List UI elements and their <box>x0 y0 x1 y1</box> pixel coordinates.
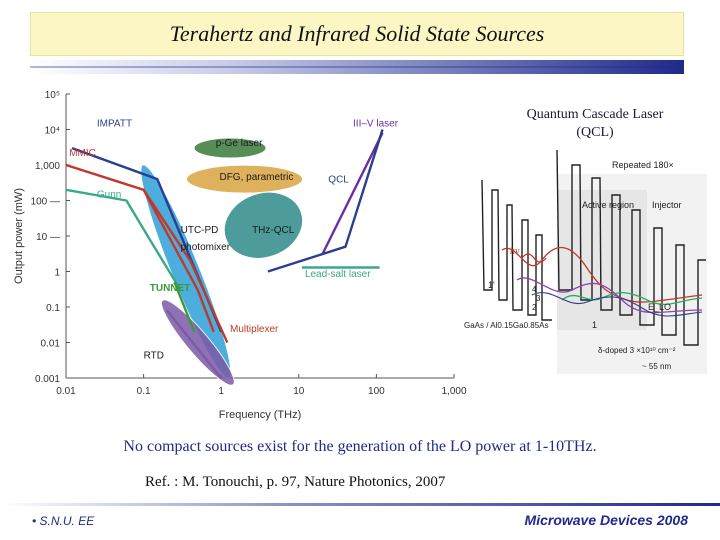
y-tick-label: 10⁴ <box>45 126 60 137</box>
annotation-qcl: QCL <box>328 175 349 186</box>
qcl-title-line2: (QCL) <box>576 125 614 140</box>
x-tick-label: 1 <box>218 386 224 397</box>
series-gunn <box>65 188 182 291</box>
series-qcl <box>267 129 384 273</box>
annotation-utc-pd: UTC-PD <box>181 225 219 236</box>
footer-rule <box>0 503 720 506</box>
label-elo: E_LO <box>648 302 671 312</box>
qcl-title: Quantum Cascade Laser (QCL) <box>495 106 695 142</box>
x-tick-label: 100 <box>368 386 385 397</box>
conduction-band-right <box>556 150 706 346</box>
series-multiplexer <box>142 189 229 343</box>
annotation-iii-v-laser: III–V laser <box>353 119 399 130</box>
series-iii-v-laser <box>321 132 384 256</box>
wavefunction-blue <box>531 292 703 317</box>
x-tick-label: 1,000 <box>441 386 466 397</box>
annotation-rtd: RTD <box>144 351 164 362</box>
label-hv: hν <box>510 246 520 257</box>
title-underline <box>30 60 684 74</box>
annotation-impatt: IMPATT <box>97 119 132 130</box>
label-repeated: Repeated 180× <box>612 160 674 170</box>
conclusion-text: No compact sources exist for the generat… <box>123 438 597 455</box>
region-thz-qcl <box>223 191 304 259</box>
label-level-1p: 1' <box>488 280 495 290</box>
y-tick-label: 0.1 <box>46 303 60 314</box>
x-tick-label: 0.1 <box>137 386 151 397</box>
annotation-thz-qcl: THz-QCL <box>252 225 295 236</box>
annotation-dfg-parametric: DFG, parametric <box>219 172 293 183</box>
label-level-4: 4 <box>532 285 537 294</box>
slide-title: Terahertz and Infrared Solid State Sourc… <box>169 21 545 46</box>
label-injector: Injector <box>652 200 682 210</box>
label-doping: δ-doped 3 ×10¹⁰ cm⁻² <box>598 346 676 355</box>
y-tick-label: 10 — <box>36 232 60 243</box>
series-mmic <box>65 163 215 333</box>
footer-affiliation: • S.N.U. EE <box>32 514 95 528</box>
y-tick-label: 0.01 <box>41 339 61 350</box>
annotation-p-ge-laser: p-Ge laser <box>216 138 263 149</box>
label-length: ~ 55 nm <box>642 362 671 371</box>
y-tick-label: 100 — <box>31 197 60 208</box>
label-level-1: 1 <box>592 320 597 330</box>
y-tick-label: 10⁵ <box>45 90 60 101</box>
wavefunction-purple <box>516 277 703 314</box>
qcl-band-diagram: Repeated 180× Active region Injector hν … <box>464 150 707 374</box>
reference-text: Ref. : M. Tonouchi, p. 97, Nature Photon… <box>145 474 446 490</box>
annotation-multiplexer: Multiplexer <box>230 324 279 335</box>
y-axis-label: Output power (mW) <box>13 188 25 284</box>
footer-course: Microwave Devices 2008 <box>524 512 688 528</box>
series-rtd <box>166 309 223 379</box>
wavefunction-green <box>561 291 703 305</box>
y-tick-label: 1 <box>54 268 60 279</box>
qcl-title-line1: Quantum Cascade Laser <box>526 107 664 122</box>
annotation-gunn: Gunn <box>97 190 121 201</box>
y-tick-label: 1,000 <box>35 161 60 172</box>
x-tick-label: 0.01 <box>56 386 76 397</box>
wavefunction-red <box>501 246 703 303</box>
annotation-photomixer: photomixer <box>181 242 231 253</box>
label-active-region: Active region <box>582 200 634 210</box>
region-rtd <box>160 299 235 386</box>
y-tick-label: 0.001 <box>35 374 60 385</box>
label-material: GaAs / Al0.15Ga0.85As <box>464 321 549 330</box>
photon-arrow <box>521 253 547 263</box>
series-tunnet <box>173 281 196 333</box>
annotation-tunnet: TUNNET <box>150 283 191 294</box>
label-level-3: 3 <box>536 294 541 303</box>
region-p-ge-laser <box>193 137 267 159</box>
annotation-lead-salt-laser: Lead-salt laser <box>305 269 371 280</box>
label-level-2: 2 <box>532 303 537 312</box>
x-tick-label: 10 <box>293 386 305 397</box>
annotation-mmic: MMIC <box>69 148 96 159</box>
conduction-band-left <box>481 179 552 321</box>
x-axis-label: Frequency (THz) <box>219 409 302 421</box>
region-dfg-parametric <box>186 164 304 194</box>
title-bar: Terahertz and Infrared Solid State Sourc… <box>30 12 684 56</box>
